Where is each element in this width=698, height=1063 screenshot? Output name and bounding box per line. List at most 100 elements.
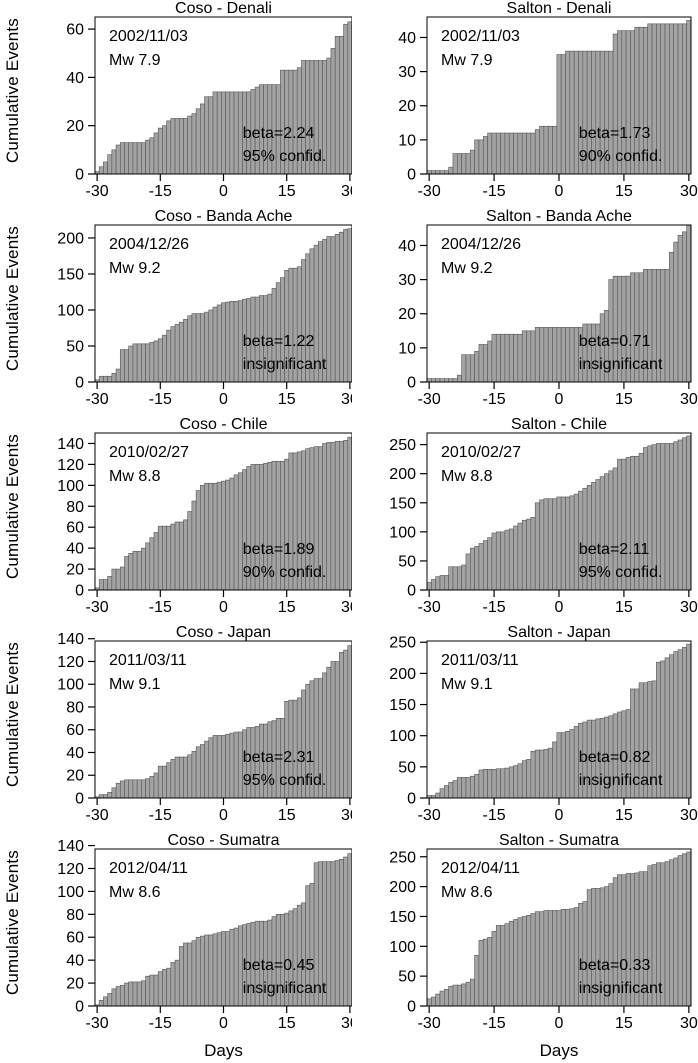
- y-tick-label: 40: [66, 541, 84, 558]
- bar: [552, 910, 558, 1007]
- bar: [673, 441, 679, 591]
- y-tick-label: 100: [57, 884, 84, 901]
- bars: [94, 645, 353, 799]
- bar: [124, 779, 129, 799]
- bar: [686, 851, 692, 1007]
- bar: [547, 327, 553, 383]
- bars: [94, 21, 353, 175]
- figure-row-2: Cumulative Events Coso - Banda Ache 0 50 100…: [0, 208, 698, 416]
- y-tick-label: 20: [66, 976, 84, 993]
- bar: [539, 499, 545, 591]
- y-tick-label: 100: [389, 939, 416, 956]
- x-tick-label: 15: [278, 391, 296, 408]
- bar: [191, 313, 197, 383]
- bar: [426, 378, 432, 383]
- y-tick-label: 140: [57, 436, 84, 453]
- bar: [431, 170, 436, 175]
- bar: [326, 666, 332, 799]
- bar: [491, 769, 497, 799]
- bar: [326, 236, 332, 383]
- bar: [669, 443, 674, 591]
- bar: [677, 234, 683, 383]
- y-tick-label: 200: [389, 666, 416, 683]
- chart-cell: Salton - Chile 0 50 100 150 200 250 -30 -15 0 15 30…: [352, 416, 698, 624]
- x-tick-label: 30: [680, 391, 698, 408]
- bar: [669, 654, 674, 799]
- bar: [664, 657, 670, 799]
- bar: [124, 142, 129, 175]
- bar: [439, 575, 445, 591]
- bar: [225, 931, 231, 1007]
- bar: [195, 490, 201, 591]
- bar: [547, 498, 553, 591]
- bar: [673, 23, 679, 175]
- bar: [534, 502, 540, 591]
- x-tick-label: -15: [149, 1015, 172, 1032]
- bar: [204, 934, 210, 1007]
- bar: [491, 532, 497, 591]
- bar: [178, 946, 184, 1007]
- bar: [132, 779, 138, 799]
- bar: [539, 125, 545, 175]
- bar: [469, 547, 475, 591]
- bar: [682, 853, 687, 1007]
- annotation-date: 2012/04/11: [109, 860, 188, 877]
- x-tick-label: 15: [615, 1015, 633, 1032]
- chart-cell: Salton - Japan 0 50 100 150 200 250 -30 -15 0 15 30…: [352, 624, 698, 832]
- annotation-mw: Mw 8.6: [109, 884, 161, 901]
- y-tick-label: 0: [75, 167, 84, 184]
- bar: [521, 519, 527, 591]
- x-tick-label: 30: [680, 183, 698, 200]
- bar: [153, 974, 159, 1007]
- bar: [141, 980, 146, 1007]
- bar: [141, 142, 146, 175]
- annotation-significance: 90% confid.: [579, 148, 663, 165]
- bar: [426, 582, 432, 591]
- bar: [166, 762, 172, 799]
- bar: [216, 735, 222, 799]
- y-tick-label: 80: [66, 907, 84, 924]
- bar: [673, 651, 679, 799]
- y-axis-label: Cumulative Events: [3, 642, 22, 788]
- bar: [225, 733, 231, 799]
- bars: [426, 20, 692, 175]
- bar: [326, 861, 332, 1007]
- bar: [330, 236, 336, 383]
- bar: [530, 750, 536, 799]
- bar: [225, 91, 231, 175]
- bar: [145, 343, 151, 383]
- bar: [339, 231, 344, 383]
- bar: [174, 118, 180, 175]
- bar: [560, 496, 566, 591]
- y-tick-label: 20: [398, 306, 416, 323]
- annotation-beta: beta=2.24: [243, 125, 315, 142]
- bar: [677, 855, 683, 1007]
- bar: [495, 925, 501, 1007]
- bar: [465, 354, 471, 383]
- bar: [682, 437, 687, 591]
- bar: [343, 440, 349, 591]
- bar: [556, 732, 562, 799]
- bar: [534, 911, 540, 1007]
- bar: [178, 321, 184, 383]
- bar: [124, 556, 129, 591]
- bar: [115, 568, 121, 591]
- y-axis-label: Cumulative Events: [3, 226, 22, 372]
- x-tick-label: 15: [615, 391, 633, 408]
- bar: [330, 861, 336, 1007]
- bar: [119, 566, 125, 591]
- y-tick-label: 50: [398, 969, 416, 986]
- bar: [539, 327, 545, 383]
- bar: [452, 566, 458, 591]
- bar: [530, 517, 536, 591]
- y-tick-label: 60: [66, 930, 84, 947]
- chart-salton-sumatra: Salton - Sumatra 0 50 100 150 200 250 -30 -15 0 15…: [389, 832, 698, 1060]
- bar: [495, 132, 501, 175]
- bar: [556, 327, 562, 383]
- bar: [500, 768, 506, 799]
- bar: [162, 525, 167, 591]
- bar: [457, 984, 462, 1007]
- bar: [530, 913, 536, 1007]
- chart-title: Coso - Banda Ache: [155, 208, 293, 225]
- bar: [153, 132, 159, 175]
